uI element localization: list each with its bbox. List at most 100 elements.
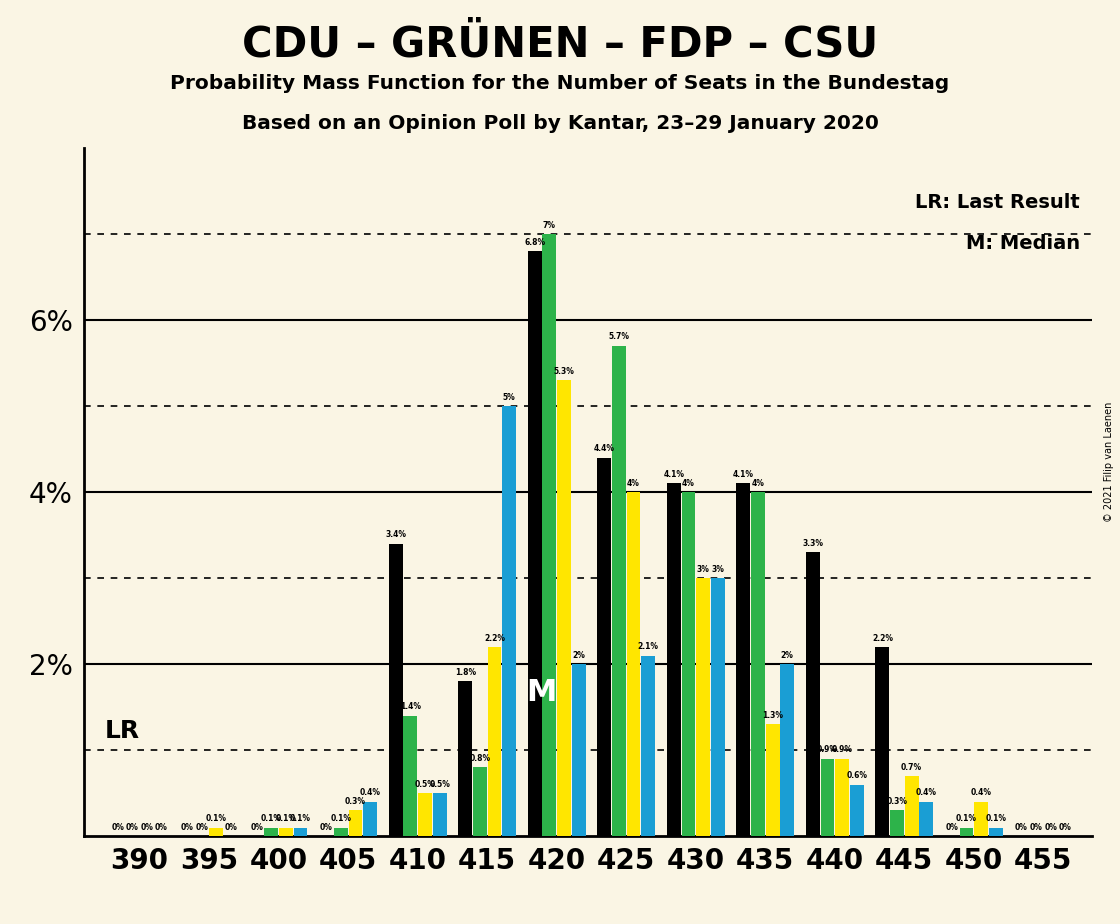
Text: 2.2%: 2.2% [484,634,505,642]
Bar [557,380,571,836]
Text: 0.4%: 0.4% [360,788,381,797]
Text: 0.5%: 0.5% [414,780,436,789]
Text: 0%: 0% [195,823,208,832]
Text: 0.1%: 0.1% [206,814,227,823]
Bar [821,759,834,836]
Text: 0.8%: 0.8% [469,754,491,763]
Bar [697,578,710,836]
Text: 0.5%: 0.5% [429,780,450,789]
Text: 0%: 0% [1029,823,1043,832]
Bar [989,828,1002,836]
Bar [348,810,363,836]
Text: 0.4%: 0.4% [971,788,991,797]
Text: 5%: 5% [503,393,515,402]
Bar [974,802,988,836]
Bar [890,810,904,836]
Text: 4%: 4% [627,479,640,488]
Text: 0%: 0% [111,823,124,832]
Text: 4.1%: 4.1% [732,470,754,480]
Text: 0%: 0% [250,823,263,832]
Text: 0%: 0% [155,823,168,832]
Text: 5.3%: 5.3% [553,367,575,376]
Text: 0.9%: 0.9% [816,746,838,755]
Bar [806,553,820,836]
Text: M: M [526,678,557,707]
Bar [626,492,641,836]
Text: 5.7%: 5.7% [608,333,629,342]
Bar [752,492,765,836]
Text: 7%: 7% [543,221,556,229]
Text: Based on an Opinion Poll by Kantar, 23–29 January 2020: Based on an Opinion Poll by Kantar, 23–2… [242,114,878,133]
Text: 0%: 0% [225,823,237,832]
Bar [666,483,681,836]
Bar [960,828,973,836]
Text: 6.8%: 6.8% [524,237,545,247]
Text: 0%: 0% [1058,823,1072,832]
Text: 0.4%: 0.4% [916,788,936,797]
Bar [571,664,586,836]
Text: 0.1%: 0.1% [956,814,977,823]
Bar [850,784,864,836]
Bar [363,802,377,836]
Bar [334,828,348,836]
Bar [781,664,794,836]
Bar [418,793,432,836]
Text: 0.1%: 0.1% [276,814,297,823]
Text: 0.7%: 0.7% [902,762,922,772]
Text: 0%: 0% [320,823,333,832]
Bar [264,828,278,836]
Text: © 2021 Filip van Laenen: © 2021 Filip van Laenen [1104,402,1113,522]
Text: 1.4%: 1.4% [400,702,421,711]
Text: 0%: 0% [125,823,139,832]
Text: 3%: 3% [711,565,725,574]
Bar [737,483,750,836]
Text: 4%: 4% [752,479,765,488]
Bar [905,776,918,836]
Bar [612,346,626,836]
Bar [597,457,612,836]
Bar [641,655,655,836]
Bar [711,578,725,836]
Text: 3%: 3% [697,565,709,574]
Bar [920,802,933,836]
Text: 1.3%: 1.3% [762,711,783,720]
Text: CDU – GRÜNEN – FDP – CSU: CDU – GRÜNEN – FDP – CSU [242,23,878,65]
Bar [403,716,418,836]
Bar [279,828,293,836]
Text: 3.4%: 3.4% [385,530,407,540]
Bar [209,828,223,836]
Bar [432,793,447,836]
Text: 0%: 0% [1015,823,1028,832]
Text: 0.3%: 0.3% [887,797,907,806]
Text: 0%: 0% [140,823,153,832]
Text: 4%: 4% [682,479,694,488]
Text: 3.3%: 3.3% [802,539,823,548]
Text: 0.3%: 0.3% [345,797,366,806]
Text: 0.1%: 0.1% [330,814,352,823]
Text: 0%: 0% [945,823,959,832]
Bar [542,234,557,836]
Bar [766,724,780,836]
Text: M: Median: M: Median [965,234,1080,253]
Text: 4.4%: 4.4% [594,444,615,454]
Text: 0.9%: 0.9% [831,746,852,755]
Bar [836,759,849,836]
Text: LR: LR [105,719,140,743]
Text: 0%: 0% [180,823,194,832]
Text: 2.2%: 2.2% [871,634,893,642]
Text: 0.1%: 0.1% [261,814,282,823]
Bar [458,681,473,836]
Text: 0.1%: 0.1% [986,814,1006,823]
Bar [502,406,516,836]
Text: 0.1%: 0.1% [290,814,311,823]
Bar [473,767,487,836]
Text: LR: Last Result: LR: Last Result [915,192,1080,212]
Text: 4.1%: 4.1% [663,470,684,480]
Bar [487,647,502,836]
Bar [876,647,889,836]
Text: 0%: 0% [1044,823,1057,832]
Text: 0.6%: 0.6% [847,772,867,780]
Text: 1.8%: 1.8% [455,668,476,677]
Text: 2%: 2% [572,650,585,660]
Bar [389,543,403,836]
